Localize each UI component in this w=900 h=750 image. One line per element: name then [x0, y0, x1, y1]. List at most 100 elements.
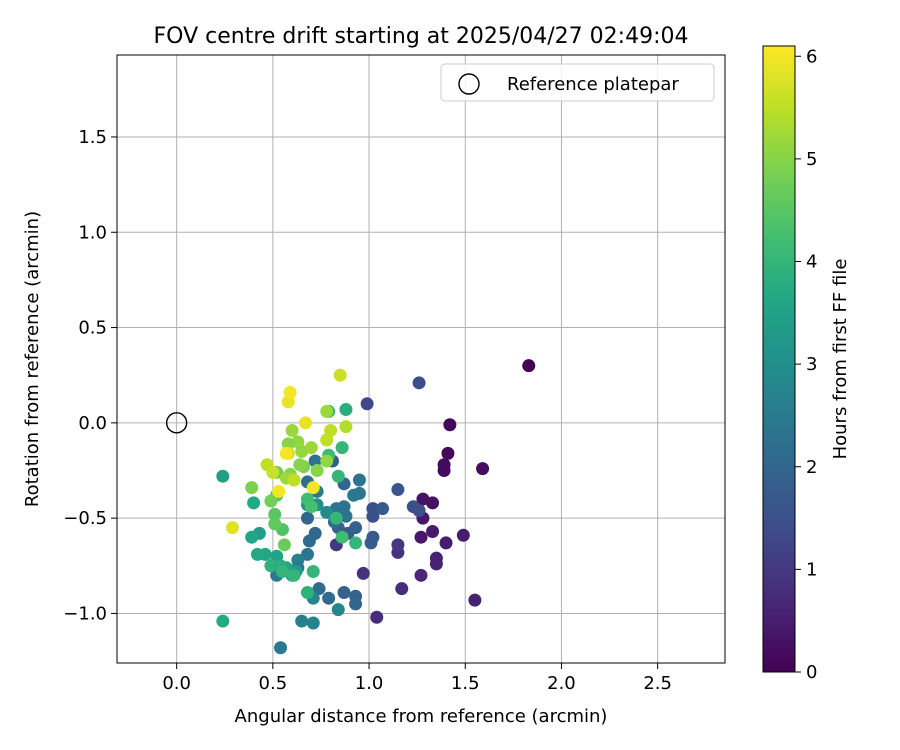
data-point [247, 496, 261, 510]
y-tick-label: −1.0 [63, 603, 107, 624]
x-tick-label: 2.5 [643, 673, 672, 694]
data-point [300, 547, 314, 561]
data-point [322, 591, 336, 605]
data-point [245, 530, 259, 544]
x-axis-label: Angular distance from reference (arcmin) [235, 706, 608, 727]
data-point [245, 481, 259, 495]
data-point [339, 403, 353, 417]
colorbar-tick-label: 5 [806, 149, 817, 170]
data-point [300, 585, 314, 599]
colorbar-tick-label: 6 [806, 46, 817, 67]
data-point [312, 582, 326, 596]
data-point [337, 500, 351, 514]
data-point [335, 530, 349, 544]
x-tick-label: 0.5 [259, 673, 288, 694]
data-point [299, 416, 313, 430]
colorbar-tick-label: 3 [806, 354, 817, 375]
colorbar-tick-label: 0 [806, 662, 817, 683]
data-point [293, 458, 307, 472]
data-point [268, 507, 282, 521]
data-point [426, 524, 440, 538]
data-point [302, 534, 316, 548]
y-axis-label: Rotation from reference (arcmin) [22, 211, 43, 507]
y-tick-label: −0.5 [63, 508, 107, 529]
colorbar-ticks: 0 1 2 3 4 5 6 [795, 46, 817, 683]
y-axis-ticks: −1.0 −0.5 0.0 0.5 1.0 1.5 [63, 127, 117, 624]
data-point [441, 446, 455, 460]
data-point [264, 559, 278, 573]
reference-point [165, 412, 188, 434]
colorbar: 0 1 2 3 4 5 6 Hours from first FF file [762, 45, 851, 683]
chart-title: FOV centre drift starting at 2025/04/27 … [154, 24, 689, 49]
data-point [285, 423, 299, 437]
data-point [279, 446, 293, 460]
data-point [277, 538, 291, 552]
data-point [349, 597, 363, 611]
x-tick-label: 1.0 [355, 673, 384, 694]
data-point [283, 385, 297, 399]
data-point [412, 376, 426, 390]
data-point [216, 469, 230, 483]
data-point [349, 536, 363, 550]
data-point [331, 603, 345, 617]
data-point [391, 538, 405, 552]
data-point [391, 483, 405, 497]
data-point [268, 517, 282, 531]
data-point [225, 521, 239, 535]
data-point [272, 484, 286, 498]
data-point [304, 441, 318, 455]
data-point [264, 494, 278, 508]
data-point [306, 565, 320, 579]
data-point [352, 473, 366, 487]
data-point [306, 481, 320, 495]
colorbar-tick-label: 1 [806, 559, 817, 580]
data-point [304, 500, 318, 514]
y-tick-label: 1.0 [78, 222, 107, 243]
grid-lines [117, 55, 725, 663]
data-point [337, 585, 351, 599]
data-point [414, 530, 428, 544]
data-point [414, 568, 428, 582]
data-point [320, 454, 334, 468]
data-point [412, 504, 426, 518]
data-point [376, 502, 390, 516]
data-point [266, 465, 280, 479]
y-tick-label: 0.0 [78, 413, 107, 434]
data-point [349, 521, 363, 535]
x-tick-label: 2.0 [547, 673, 576, 694]
data-point [274, 641, 288, 655]
legend: Reference platepar [440, 63, 715, 102]
data-point [287, 568, 301, 582]
data-point [291, 435, 305, 449]
x-tick-label: 0.0 [162, 673, 191, 694]
x-tick-label: 1.5 [451, 673, 480, 694]
reference-marker [165, 412, 188, 434]
data-point [364, 536, 378, 550]
colorbar-label: Hours from first FF file [830, 259, 851, 460]
data-point [275, 565, 289, 579]
data-point [329, 511, 343, 525]
y-tick-label: 0.5 [78, 318, 107, 339]
data-point [339, 420, 353, 434]
x-axis-ticks: 0.0 0.5 1.0 1.5 2.0 2.5 [162, 663, 672, 694]
legend-marker-icon [458, 73, 480, 95]
plot-frame [116, 54, 726, 664]
colorbar-tick-label: 2 [806, 457, 817, 478]
data-point [360, 397, 374, 411]
data-point [320, 404, 334, 418]
legend-label: Reference platepar [507, 74, 679, 95]
data-point [331, 469, 345, 483]
legend-box [440, 63, 715, 102]
colorbar-tick-label: 4 [806, 252, 817, 273]
data-point [370, 610, 384, 624]
data-point [335, 441, 349, 455]
data-point [250, 547, 264, 561]
data-point [456, 528, 470, 542]
data-point [439, 536, 453, 550]
data-point [468, 593, 482, 607]
data-point [333, 368, 347, 382]
data-point [395, 582, 409, 596]
data-point [300, 511, 314, 525]
colorbar-gradient [762, 45, 796, 673]
y-tick-label: 1.5 [78, 127, 107, 148]
